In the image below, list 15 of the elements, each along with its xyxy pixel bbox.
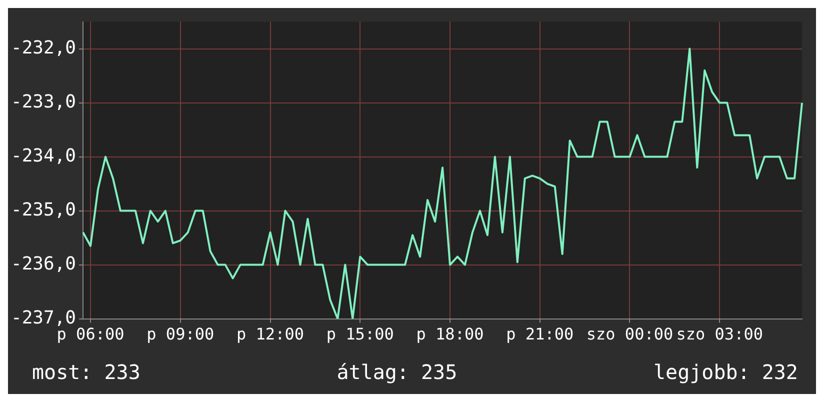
y-tick-label: -235,0 [10, 199, 76, 220]
x-tick-label: p 21:00 [506, 324, 574, 344]
x-tick-label: szo 00:00 [586, 324, 674, 344]
text: átlag: 235 [336, 360, 458, 384]
text: legjobb: 232 [653, 360, 798, 384]
x-tick-label: p 12:00 [236, 324, 304, 344]
y-tick-label: -236,0 [10, 253, 76, 274]
x-tick-label: p 18:00 [416, 324, 484, 344]
x-tick-label: p 15:00 [326, 324, 394, 344]
text: most: 233 [32, 360, 140, 384]
y-tick-label: -233,0 [10, 91, 76, 112]
x-tick-label: p 09:00 [146, 324, 214, 344]
y-tick-label: -232,0 [10, 37, 76, 58]
y-tick-label: -234,0 [10, 145, 76, 166]
x-tick-label: szo 03:00 [676, 324, 763, 344]
